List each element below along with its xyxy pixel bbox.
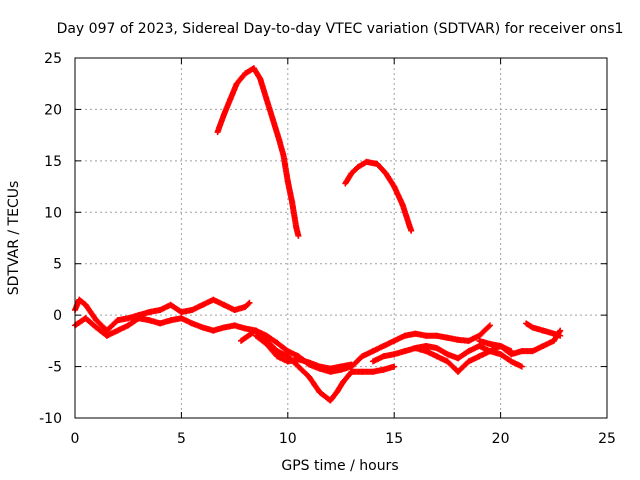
x-tick-label: 15 [385,431,403,447]
series-arc-e [348,322,493,370]
x-tick-label: 25 [598,431,616,447]
y-tick-label: 20 [44,102,62,118]
series-arc-i [523,320,564,339]
plot-frame [74,57,608,419]
x-tick-label: 20 [492,431,510,447]
x-tick-label: 0 [71,431,80,447]
chart-title: Day 097 of 2023, Sidereal Day-to-day VTE… [57,21,624,37]
data-point [557,327,564,334]
data-point [408,227,415,234]
series-arc-b [72,315,355,375]
data-point [246,299,253,306]
series-arc-j [214,65,302,239]
y-axis-label: SDTVAR / TECUs [6,181,22,296]
data-point [518,363,525,370]
data-point [391,363,398,370]
y-tick-label: 15 [44,154,62,170]
axis-ticks: 0 5 10 15 20 25 -10 -5 0 5 10 15 20 25 [39,51,616,447]
y-tick-label: 5 [53,257,62,273]
data-point [557,332,564,339]
x-tick-label: 10 [279,431,297,447]
x-axis-label: GPS time / hours [281,458,398,474]
x-tick-label: 5 [177,431,186,447]
series-arc-h [476,327,564,358]
series-arc-c [238,327,398,404]
y-tick-label: 25 [44,51,62,67]
data-point [245,300,252,307]
data-point [295,232,302,239]
data-point [485,323,492,330]
series-arc-k [342,158,415,234]
y-tick-label: -5 [48,360,62,376]
data-points [72,65,564,404]
y-tick-label: 10 [44,205,62,221]
y-tick-label: 0 [53,308,62,324]
data-point [487,322,493,329]
y-tick-label: -10 [39,411,62,427]
series-arc-g [412,343,515,375]
series-arc-d [252,332,355,372]
